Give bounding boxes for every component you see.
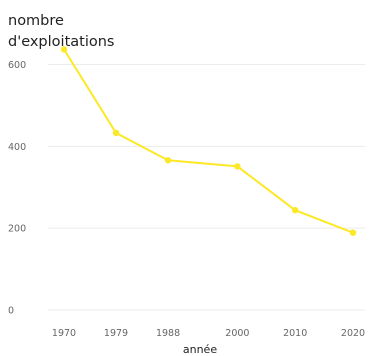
x-tick-labels: 1970 1979 1988 2000 2010 2020 — [52, 328, 365, 339]
y-tick-label: 600 — [8, 60, 26, 71]
y-tick-label: 200 — [8, 224, 26, 235]
x-tick-label: 2020 — [341, 328, 365, 339]
data-points — [60, 46, 357, 236]
x-tick-label: 1970 — [52, 328, 76, 339]
data-point — [112, 129, 120, 137]
data-point — [234, 163, 241, 170]
x-tick-label: 1988 — [156, 328, 180, 339]
data-point — [292, 206, 299, 214]
data-point — [349, 229, 357, 236]
y-tick-label: 0 — [8, 306, 14, 317]
data-point — [164, 157, 172, 164]
y-tick-label: 400 — [8, 142, 26, 153]
series-line — [63, 48, 354, 234]
x-tick-label: 2000 — [225, 328, 249, 339]
x-axis-label: année — [183, 343, 217, 356]
data-point — [60, 46, 68, 53]
y-axis-label-line-2: d'exploitations — [8, 34, 114, 50]
x-tick-label: 1979 — [104, 328, 128, 339]
y-axis-label-line-1: nombre — [8, 13, 64, 29]
x-tick-label: 2010 — [283, 328, 307, 339]
y-tick-labels: 0 200 400 600 — [8, 60, 26, 316]
gridlines — [48, 64, 365, 311]
